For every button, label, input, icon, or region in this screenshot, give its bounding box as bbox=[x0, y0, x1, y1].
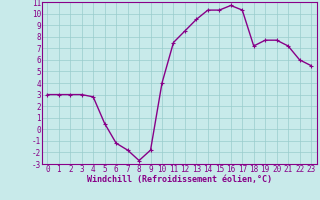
X-axis label: Windchill (Refroidissement éolien,°C): Windchill (Refroidissement éolien,°C) bbox=[87, 175, 272, 184]
